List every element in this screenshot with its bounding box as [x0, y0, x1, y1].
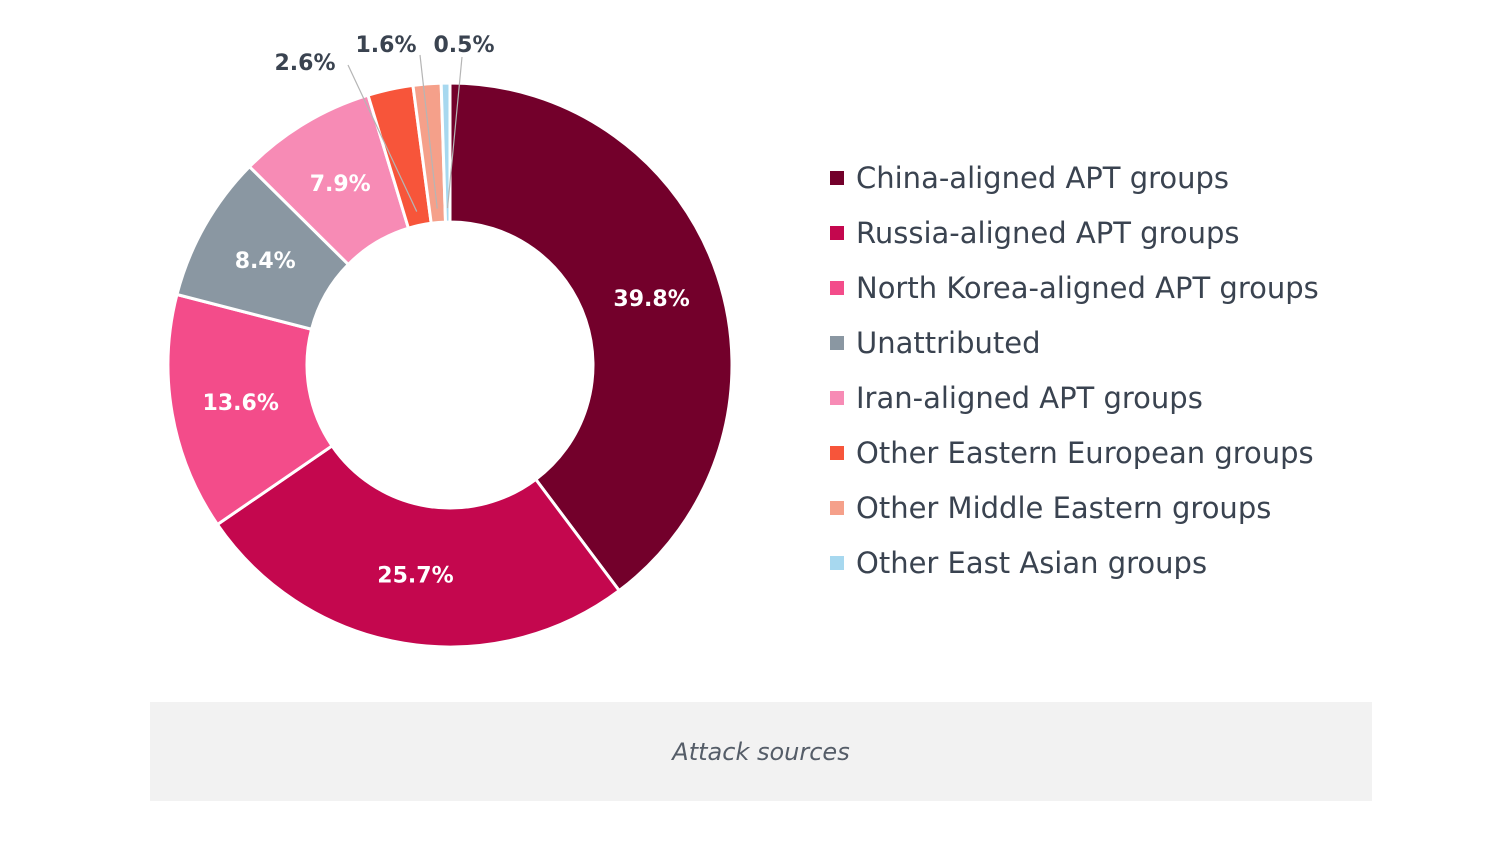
slice-label-russia-aligned-apt-groups: 25.7% — [377, 564, 453, 589]
slice-label-other-eastern-european-groups: 2.6% — [274, 51, 335, 76]
legend-label: Iran-aligned APT groups — [856, 380, 1203, 415]
legend-item-other-middle-eastern: Other Middle Eastern groups — [830, 480, 1390, 535]
legend-swatch — [830, 335, 844, 350]
legend-swatch — [830, 390, 844, 405]
legend-label: China-aligned APT groups — [856, 160, 1230, 195]
slice-label-other-east-asian-groups: 0.5% — [433, 33, 494, 58]
slice-label-other-middle-eastern-groups: 1.6% — [355, 33, 416, 58]
leader-lines — [347, 54, 463, 212]
legend-label: Other Middle Eastern groups — [856, 490, 1272, 525]
slice-labels: 39.8% 25.7% 13.6% 8.4% 7.9% 2.6% 1.6% 0.5% — [203, 33, 690, 589]
slice-label-north-korea-aligned-apt-groups: 13.6% — [203, 391, 279, 416]
caption-bar: Attack sources — [150, 702, 1372, 801]
slice-label-china-aligned-apt-groups: 39.8% — [613, 287, 689, 312]
slice-china-aligned-apt-groups — [448, 81, 734, 593]
legend-label: Russia-aligned APT groups — [856, 215, 1240, 250]
legend-item-north-korea: North Korea-aligned APT groups — [830, 260, 1390, 315]
slice-north-korea-aligned-apt-groups — [166, 292, 335, 527]
chart-slices — [166, 81, 734, 649]
legend-swatch — [830, 280, 844, 295]
legend-item-unattributed: Unattributed — [830, 315, 1390, 370]
legend-label: Other East Asian groups — [856, 545, 1208, 580]
slice-russia-aligned-apt-groups — [215, 443, 622, 649]
legend-item-china: China-aligned APT groups — [830, 150, 1390, 205]
legend-swatch — [830, 500, 844, 515]
legend-label: North Korea-aligned APT groups — [856, 270, 1319, 305]
legend-swatch — [830, 555, 844, 570]
legend-item-iran: Iran-aligned APT groups — [830, 370, 1390, 425]
legend-item-other-eastern-european: Other Eastern European groups — [830, 425, 1390, 480]
chart-legend: China-aligned APT groups Russia-aligned … — [830, 150, 1390, 590]
legend-label: Unattributed — [856, 325, 1041, 360]
legend-swatch — [830, 445, 844, 460]
legend-label: Other Eastern European groups — [856, 435, 1314, 470]
chart-caption: Attack sources — [672, 737, 850, 766]
legend-item-russia: Russia-aligned APT groups — [830, 205, 1390, 260]
legend-item-other-east-asian: Other East Asian groups — [830, 535, 1390, 590]
leader-line-other-middle-eastern-groups — [419, 54, 438, 209]
leader-line-other-eastern-european-groups — [347, 64, 418, 212]
slice-label-iran-aligned-apt-groups: 7.9% — [310, 172, 371, 197]
slice-other-east-asian-groups — [439, 81, 452, 224]
donut-chart: 39.8% 25.7% 13.6% 8.4% 7.9% 2.6% 1.6% 0.5% — [166, 33, 734, 649]
leader-line-other-east-asian-groups — [446, 56, 463, 209]
legend-swatch — [830, 225, 844, 240]
legend-swatch — [830, 170, 844, 185]
slice-label-unattributed: 8.4% — [235, 249, 296, 274]
